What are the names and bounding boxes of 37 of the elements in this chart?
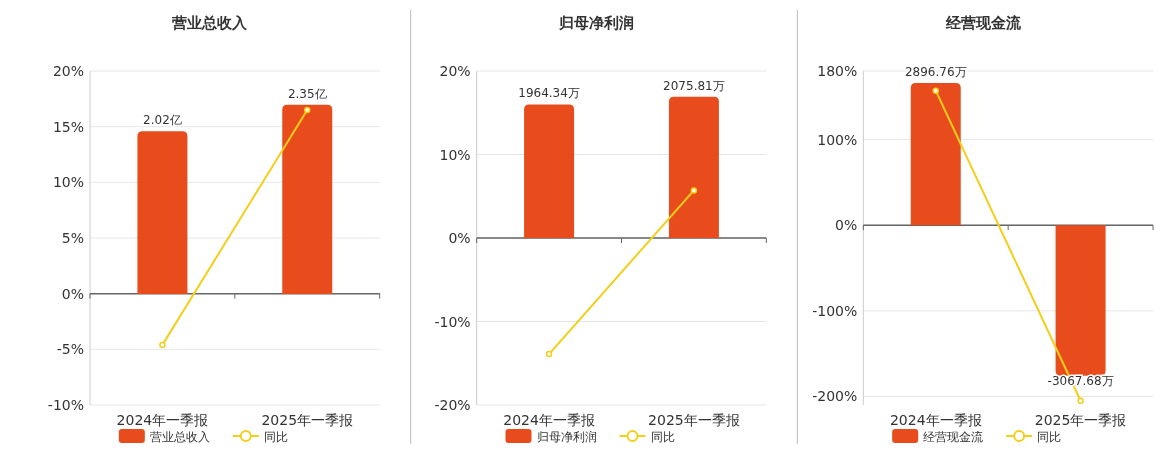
legend-label: 同比 xyxy=(1037,429,1062,444)
x-tick-label: 2025年一季报 xyxy=(261,412,354,428)
y-tick-label: -5% xyxy=(56,341,84,358)
y-tick-label: 20% xyxy=(52,63,84,79)
legend-label: 归母净利润 xyxy=(536,429,597,444)
y-tick-label: 0% xyxy=(448,230,471,246)
y-tick-label: 5% xyxy=(61,230,84,246)
data-label: 2.35亿 xyxy=(287,86,327,101)
y-tick-label: 180% xyxy=(817,63,858,79)
y-tick-label: -100% xyxy=(812,302,858,319)
legend-label: 同比 xyxy=(263,429,288,444)
data-label: 2075.81万 xyxy=(663,78,725,93)
data-label: 2.02亿 xyxy=(143,113,182,128)
y-tick-label: -10% xyxy=(47,397,84,413)
legend-label: 经营现金流 xyxy=(923,429,984,444)
x-tick-label: 2025年一季报 xyxy=(1034,412,1127,428)
chart-title: 经营现金流 xyxy=(944,14,1022,32)
y-tick-label: 10% xyxy=(439,146,471,163)
y-tick-label: 0% xyxy=(61,285,84,302)
y-tick-label: -200% xyxy=(812,388,858,405)
chart-title: 营业总收入 xyxy=(171,14,249,32)
x-tick-label: 2024年一季报 xyxy=(889,412,982,428)
y-tick-label: 10% xyxy=(52,174,84,191)
chart-title: 归母净利润 xyxy=(558,14,634,32)
legend-label: 营业总收入 xyxy=(149,429,210,444)
x-tick-label: 2024年一季报 xyxy=(503,412,595,428)
y-tick-label: 20% xyxy=(439,63,471,79)
y-tick-label: 0% xyxy=(835,217,858,234)
x-tick-label: 2025年一季报 xyxy=(648,412,740,428)
y-tick-label: -10% xyxy=(434,313,471,330)
data-label: 2896.76万 xyxy=(904,64,967,79)
data-label: 1964.34万 xyxy=(518,86,580,101)
y-tick-label: 15% xyxy=(52,118,84,135)
y-tick-label: -20% xyxy=(434,397,471,413)
x-tick-label: 2024年一季报 xyxy=(116,412,209,428)
y-tick-label: 100% xyxy=(817,131,858,148)
legend-label: 同比 xyxy=(650,429,675,444)
